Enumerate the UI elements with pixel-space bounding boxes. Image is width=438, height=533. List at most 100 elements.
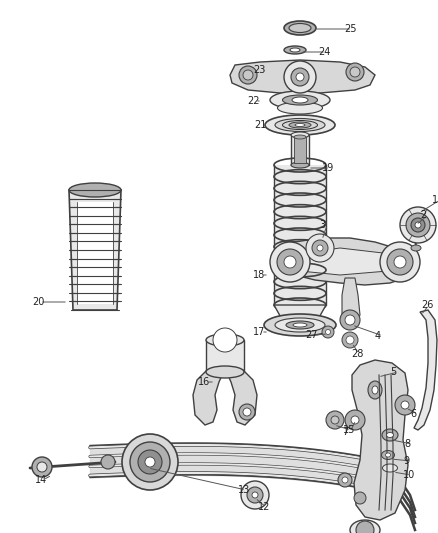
Text: 26: 26 — [421, 300, 433, 310]
Text: 4: 4 — [375, 331, 381, 341]
Text: 25: 25 — [344, 24, 357, 34]
Text: 16: 16 — [198, 377, 210, 387]
Circle shape — [356, 521, 374, 533]
Circle shape — [406, 213, 430, 237]
Circle shape — [317, 245, 323, 251]
Ellipse shape — [292, 97, 308, 103]
Circle shape — [37, 462, 47, 472]
Circle shape — [394, 256, 406, 268]
Text: 19: 19 — [322, 163, 334, 173]
Text: 27: 27 — [305, 330, 318, 340]
Circle shape — [277, 249, 303, 275]
Ellipse shape — [69, 183, 121, 197]
Circle shape — [351, 416, 359, 424]
Text: 7: 7 — [342, 427, 348, 437]
Polygon shape — [290, 248, 400, 275]
Circle shape — [296, 73, 304, 81]
Circle shape — [415, 222, 421, 228]
Ellipse shape — [295, 124, 305, 126]
Circle shape — [345, 410, 365, 430]
Circle shape — [405, 222, 425, 242]
Ellipse shape — [411, 245, 421, 251]
Ellipse shape — [270, 91, 330, 109]
Ellipse shape — [381, 450, 395, 459]
Circle shape — [342, 332, 358, 348]
Circle shape — [243, 408, 251, 416]
Circle shape — [32, 457, 52, 477]
Ellipse shape — [275, 318, 325, 332]
Ellipse shape — [382, 429, 398, 441]
Circle shape — [270, 242, 310, 282]
Text: 22: 22 — [247, 96, 259, 106]
Polygon shape — [193, 370, 223, 425]
Circle shape — [213, 328, 237, 352]
Circle shape — [345, 315, 355, 325]
Circle shape — [243, 70, 253, 80]
Circle shape — [101, 455, 115, 469]
Text: 1: 1 — [432, 195, 438, 205]
Text: 2: 2 — [420, 210, 426, 220]
Ellipse shape — [275, 118, 325, 132]
Circle shape — [325, 329, 331, 335]
Ellipse shape — [265, 115, 335, 135]
Ellipse shape — [291, 162, 309, 168]
Circle shape — [395, 395, 415, 415]
Ellipse shape — [290, 48, 300, 52]
Circle shape — [326, 411, 344, 429]
Ellipse shape — [284, 46, 306, 54]
Circle shape — [387, 249, 413, 275]
Circle shape — [239, 404, 255, 420]
Text: 24: 24 — [318, 47, 330, 57]
Text: 10: 10 — [403, 470, 415, 480]
Text: 6: 6 — [410, 409, 416, 419]
Circle shape — [291, 68, 309, 86]
Text: 9: 9 — [403, 456, 409, 466]
Circle shape — [306, 234, 334, 262]
Ellipse shape — [284, 21, 316, 35]
Ellipse shape — [350, 520, 380, 533]
Ellipse shape — [283, 95, 318, 105]
Text: 21: 21 — [254, 120, 266, 130]
Circle shape — [338, 473, 352, 487]
Text: 12: 12 — [258, 502, 270, 512]
Text: 23: 23 — [253, 65, 265, 75]
Ellipse shape — [385, 453, 391, 457]
Ellipse shape — [206, 334, 244, 346]
Bar — [77, 202, 113, 304]
Ellipse shape — [382, 464, 398, 472]
Text: 18: 18 — [253, 270, 265, 280]
Circle shape — [411, 218, 425, 232]
Circle shape — [331, 416, 339, 424]
Bar — [291, 135, 309, 165]
Ellipse shape — [372, 386, 378, 394]
Circle shape — [346, 63, 364, 81]
Circle shape — [411, 228, 419, 236]
Bar — [294, 137, 306, 163]
Circle shape — [284, 256, 296, 268]
Circle shape — [122, 434, 178, 490]
Circle shape — [401, 401, 409, 409]
Circle shape — [284, 61, 316, 93]
Polygon shape — [230, 60, 375, 93]
Polygon shape — [342, 278, 360, 325]
Circle shape — [239, 66, 257, 84]
Polygon shape — [352, 360, 408, 520]
Polygon shape — [414, 310, 437, 430]
Circle shape — [241, 481, 269, 509]
Polygon shape — [69, 190, 121, 310]
Text: 28: 28 — [351, 349, 364, 359]
Text: 3: 3 — [319, 220, 325, 230]
Circle shape — [130, 442, 170, 482]
Ellipse shape — [278, 102, 322, 114]
Text: 15: 15 — [343, 425, 355, 435]
Ellipse shape — [291, 132, 309, 138]
Circle shape — [138, 450, 162, 474]
Circle shape — [346, 336, 354, 344]
Circle shape — [340, 310, 360, 330]
Ellipse shape — [206, 366, 244, 378]
Circle shape — [247, 487, 263, 503]
Ellipse shape — [386, 432, 393, 438]
Ellipse shape — [294, 135, 306, 139]
Circle shape — [252, 492, 258, 498]
Text: 14: 14 — [35, 475, 47, 485]
